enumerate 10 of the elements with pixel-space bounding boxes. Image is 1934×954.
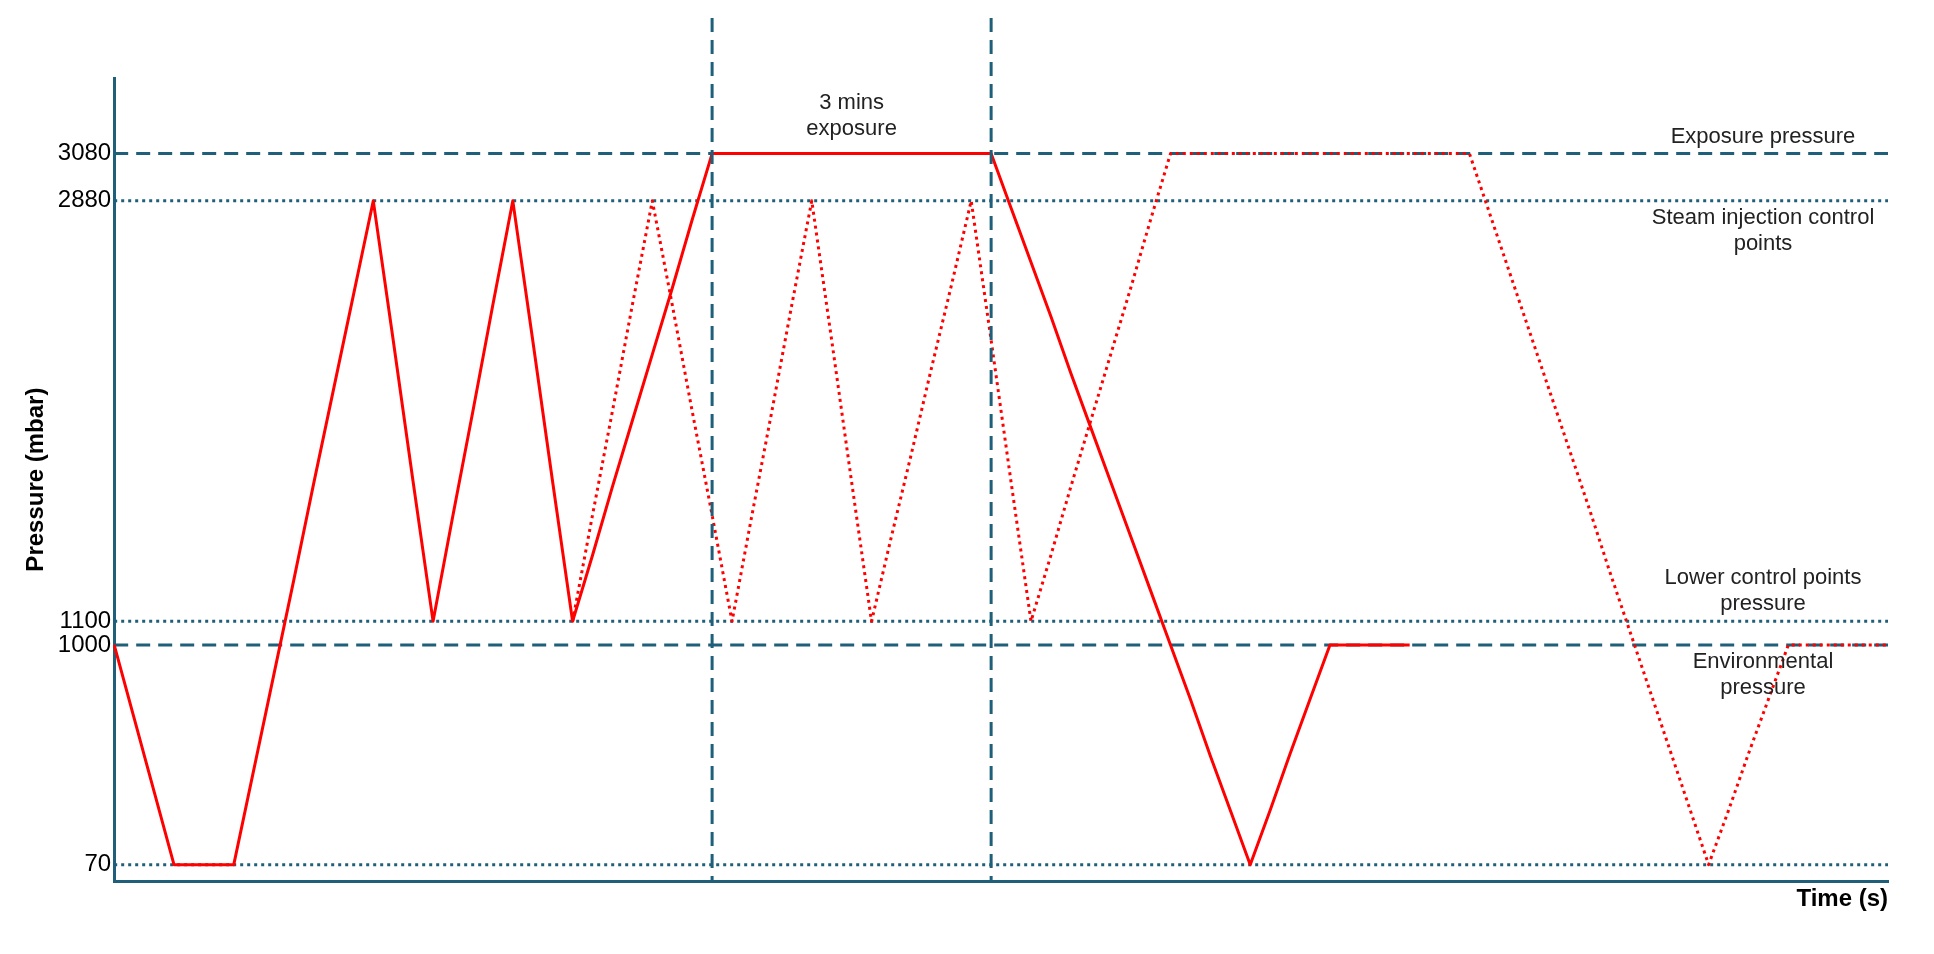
y-tick-label: 70 bbox=[84, 849, 112, 877]
ref-line-label: Steam injection control points bbox=[1651, 203, 1875, 255]
y-tick-label: 2880 bbox=[57, 185, 112, 213]
ref-line-label: Exposure pressure bbox=[1670, 122, 1856, 148]
annotation: 3 mins exposure bbox=[806, 88, 897, 140]
ref-line-label: Lower control points pressure bbox=[1664, 564, 1862, 616]
x-axis-title: Time (s) bbox=[1796, 884, 1888, 912]
ref-line-label: Environmental pressure bbox=[1692, 648, 1834, 700]
y-tick-label: 3080 bbox=[57, 138, 112, 166]
y-axis-title: Pressure (mbar) bbox=[21, 387, 49, 572]
